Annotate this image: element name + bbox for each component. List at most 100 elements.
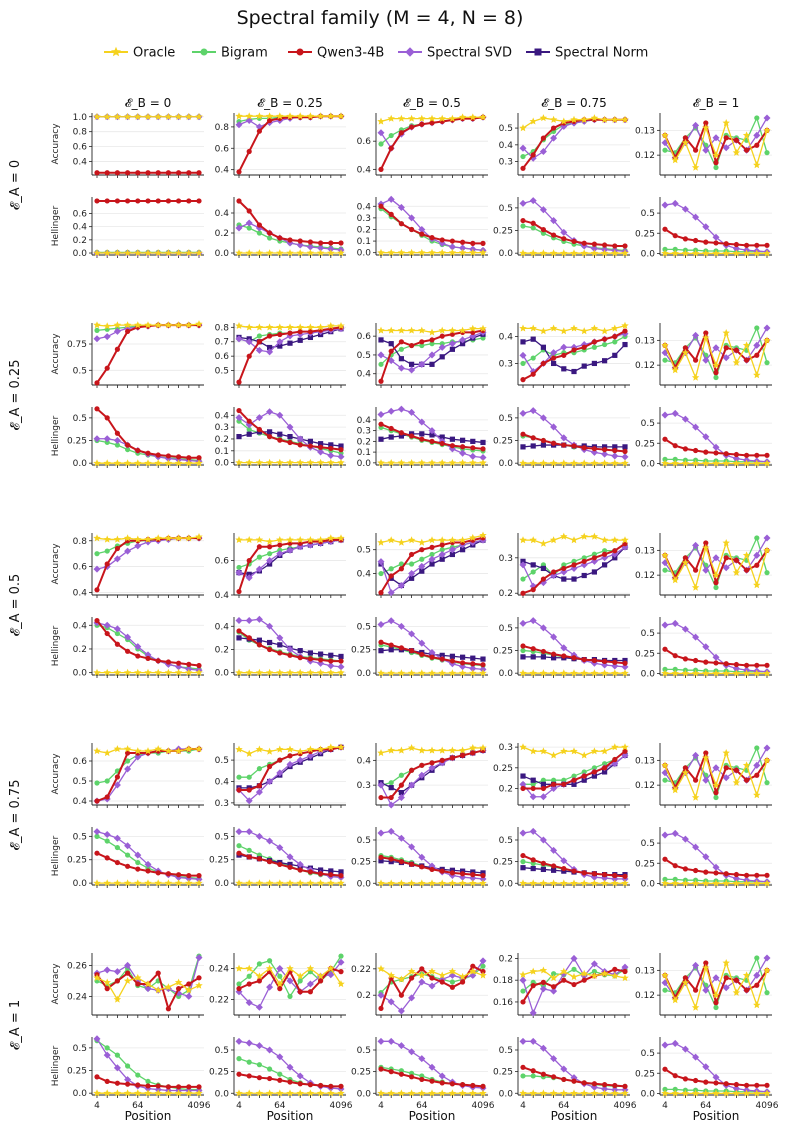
data-point — [409, 575, 415, 581]
data-point — [104, 855, 110, 861]
data-point — [113, 668, 122, 676]
data-point — [337, 958, 345, 966]
data-point — [377, 248, 385, 256]
series-line — [238, 115, 341, 173]
y-tick-label: 0.4 — [215, 209, 230, 219]
y-tick-label: 0.0 — [73, 669, 88, 679]
data-point — [754, 1082, 760, 1088]
y-tick-label: 0.6 — [73, 563, 88, 573]
data-point — [742, 131, 751, 139]
data-point — [539, 1044, 547, 1052]
data-point — [540, 979, 546, 985]
data-point — [397, 326, 406, 334]
panel-1-4-accuracy: 0.120.13 — [635, 323, 772, 388]
data-point — [702, 853, 710, 861]
series-oracle — [519, 532, 629, 547]
series-spectral-norm — [520, 336, 628, 375]
y-tick-label: 0.4 — [357, 370, 372, 380]
data-point — [286, 535, 294, 544]
data-point — [580, 751, 588, 759]
data-point — [703, 750, 709, 756]
data-point — [753, 761, 761, 769]
data-point — [134, 643, 142, 651]
data-point — [276, 112, 284, 120]
data-point — [378, 590, 384, 596]
data-point — [186, 198, 192, 204]
data-point — [328, 868, 334, 874]
data-point — [662, 357, 668, 363]
data-point — [318, 444, 324, 450]
data-point — [539, 747, 548, 755]
data-point — [398, 339, 404, 345]
data-point — [682, 236, 688, 242]
y-tick-label: 0.5 — [641, 1049, 655, 1059]
data-point — [337, 112, 345, 120]
y-tick-label: 0.6 — [215, 557, 230, 567]
data-point — [144, 249, 152, 257]
data-point — [460, 654, 466, 660]
data-point — [267, 235, 273, 241]
data-point — [580, 115, 588, 123]
data-point — [428, 764, 436, 772]
data-point — [519, 669, 527, 677]
data-point — [722, 539, 730, 547]
data-point — [124, 547, 132, 555]
series-oracle — [519, 459, 629, 467]
data-point — [682, 446, 688, 452]
series-qwen3-4b — [378, 639, 486, 668]
data-point — [104, 365, 110, 371]
series-line — [522, 118, 625, 169]
series-spectral-svd — [377, 195, 487, 254]
series-oracle — [519, 966, 629, 982]
data-point — [113, 1064, 121, 1072]
data-point — [681, 768, 690, 776]
series-spectral-svd — [661, 829, 771, 886]
series-oracle — [377, 458, 487, 467]
data-point — [113, 879, 122, 887]
panel-3-2-hellinger: 0.00.250.5 — [351, 827, 488, 889]
data-point — [691, 879, 700, 887]
series-oracle — [377, 1089, 487, 1097]
data-point — [286, 239, 294, 247]
series-oracle — [93, 320, 203, 330]
panel-1-4-hellinger: 0.00.250.5 — [635, 407, 772, 469]
data-point — [338, 1083, 344, 1089]
data-point — [621, 321, 629, 329]
data-point — [428, 982, 436, 990]
data-point — [560, 343, 568, 351]
series-bigram — [236, 953, 344, 999]
data-point — [246, 418, 252, 424]
data-point — [693, 447, 699, 454]
data-point — [135, 866, 141, 872]
data-point — [407, 744, 416, 752]
data-point — [439, 556, 445, 562]
data-point — [387, 536, 395, 544]
x-tick-label: 4 — [236, 1101, 242, 1111]
series-spectral-svd — [235, 219, 345, 254]
data-point — [551, 781, 557, 787]
data-point — [277, 235, 283, 241]
data-point — [622, 448, 628, 455]
data-point — [712, 879, 720, 887]
data-point — [307, 329, 313, 335]
data-point — [551, 777, 557, 783]
data-point — [448, 669, 457, 677]
data-point — [692, 961, 700, 969]
series-line — [96, 748, 199, 802]
data-point — [580, 879, 588, 887]
data-point — [397, 622, 405, 630]
data-point — [448, 248, 457, 256]
legend-marker — [296, 48, 304, 56]
data-point — [236, 433, 242, 440]
y-tick-label: 0.12 — [635, 361, 655, 371]
data-point — [337, 980, 345, 988]
data-point — [520, 999, 526, 1005]
data-point — [753, 669, 761, 677]
data-point — [276, 769, 284, 777]
data-point — [429, 235, 435, 241]
data-point — [479, 531, 487, 539]
series-qwen3-4b — [662, 646, 770, 668]
data-point — [611, 971, 619, 979]
series-oracle — [519, 1089, 629, 1097]
